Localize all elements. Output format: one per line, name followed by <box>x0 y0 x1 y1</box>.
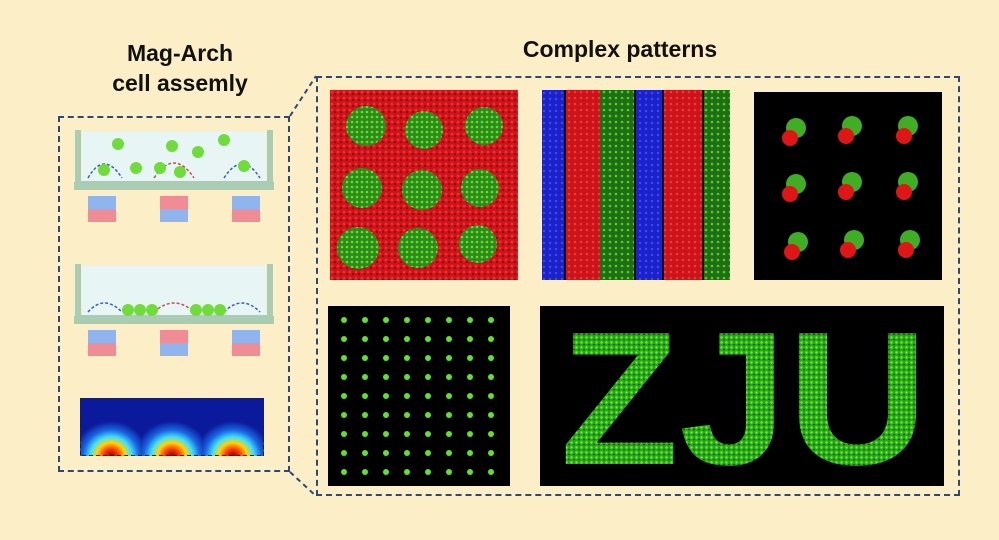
array-dot <box>488 317 494 323</box>
array-dot <box>362 355 368 361</box>
pattern-panel-array <box>328 306 510 486</box>
array-dot <box>446 317 452 323</box>
array-dot <box>362 469 368 475</box>
array-dot <box>425 336 431 342</box>
array-dot <box>425 374 431 380</box>
array-dot <box>446 412 452 418</box>
left-title-line1: Mag-Arch <box>126 40 234 66</box>
pattern-panel-circles <box>330 90 518 280</box>
array-dot <box>383 450 389 456</box>
array-dot <box>383 374 389 380</box>
array-dot <box>425 450 431 456</box>
array-dot <box>341 336 347 342</box>
complex-patterns-box <box>316 76 960 496</box>
array-dot <box>404 336 410 342</box>
array-dot <box>341 393 347 399</box>
array-dot <box>425 317 431 323</box>
pattern-panel-zju: ZJU <box>540 306 944 486</box>
array-dot <box>383 393 389 399</box>
array-dot <box>425 431 431 437</box>
array-dot <box>425 412 431 418</box>
array-dot <box>467 393 473 399</box>
field-map-icon <box>80 398 264 456</box>
array-dot <box>488 374 494 380</box>
array-dot <box>362 317 368 323</box>
array-dot <box>467 336 473 342</box>
left-title-line2: cell assemly <box>112 70 248 96</box>
array-dot <box>383 317 389 323</box>
array-dot <box>362 374 368 380</box>
magnet-icon <box>88 196 116 222</box>
pattern-panel-dots <box>754 92 942 280</box>
right-title: Complex patterns <box>522 36 718 62</box>
array-dot <box>425 355 431 361</box>
array-dot <box>383 431 389 437</box>
array-dot <box>488 393 494 399</box>
array-dot <box>446 355 452 361</box>
array-dot <box>488 412 494 418</box>
array-dot <box>341 412 347 418</box>
dish-icon <box>74 130 274 190</box>
array-dot <box>404 317 410 323</box>
magnet-icon <box>160 330 188 356</box>
array-dot <box>488 469 494 475</box>
array-dot <box>404 412 410 418</box>
magnet-icon <box>232 196 260 222</box>
array-dot <box>362 412 368 418</box>
array-dot <box>488 431 494 437</box>
array-dot <box>488 355 494 361</box>
array-dot <box>467 469 473 475</box>
array-dot <box>362 431 368 437</box>
array-dot <box>383 355 389 361</box>
array-dot <box>341 469 347 475</box>
array-dot <box>383 412 389 418</box>
array-dot <box>404 450 410 456</box>
array-dot <box>446 469 452 475</box>
dish-icon <box>74 264 274 324</box>
mag-arch-box <box>58 116 290 472</box>
array-dot <box>425 393 431 399</box>
array-dot <box>341 431 347 437</box>
array-dot <box>446 431 452 437</box>
array-dot <box>404 469 410 475</box>
left-title: Mag-Arch cell assemly <box>60 38 300 98</box>
array-dot <box>467 431 473 437</box>
array-dot <box>467 450 473 456</box>
array-dot <box>404 393 410 399</box>
array-dot <box>488 336 494 342</box>
array-dot <box>446 450 452 456</box>
array-dot <box>467 374 473 380</box>
array-dot <box>341 450 347 456</box>
magnet-icon <box>160 196 188 222</box>
array-dot <box>425 469 431 475</box>
array-dot <box>467 355 473 361</box>
array-dot <box>404 431 410 437</box>
array-dot <box>404 355 410 361</box>
pattern-panel-stripes <box>542 90 730 280</box>
array-dot <box>383 336 389 342</box>
zju-text: ZJU <box>560 306 928 486</box>
array-dot <box>446 374 452 380</box>
array-dot <box>446 393 452 399</box>
array-dot <box>383 469 389 475</box>
array-dot <box>362 450 368 456</box>
array-dot <box>341 355 347 361</box>
array-dot <box>488 450 494 456</box>
array-dot <box>362 336 368 342</box>
array-dot <box>446 336 452 342</box>
magnet-icon <box>88 330 116 356</box>
magnet-icon <box>232 330 260 356</box>
array-dot <box>467 317 473 323</box>
array-dot <box>341 374 347 380</box>
array-dot <box>341 317 347 323</box>
array-dot <box>404 374 410 380</box>
array-dot <box>467 412 473 418</box>
array-dot <box>362 393 368 399</box>
